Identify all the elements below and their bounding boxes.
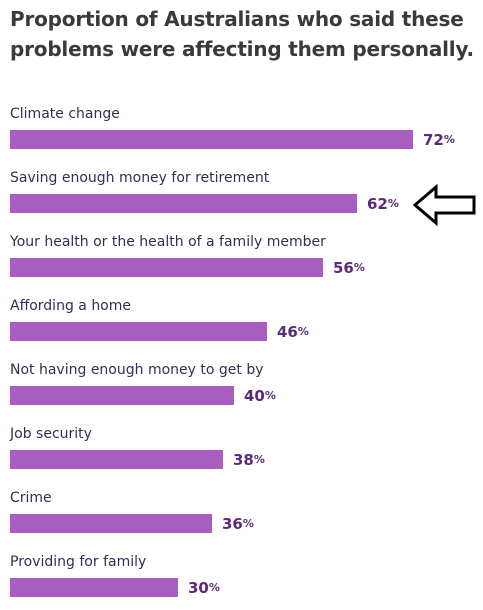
bar-chart: Climate change 72% Saving enough money for… xyxy=(9,106,455,597)
bar-saving-enough-money-for-retirement xyxy=(10,194,357,213)
category-label-crime: Crime xyxy=(10,490,52,506)
category-label-saving-enough-money-for-retirement: Saving enough money for retirement xyxy=(10,170,270,186)
bar-your-health-or-the-health-of-a-family-member xyxy=(10,258,323,277)
bar-providing-for-family xyxy=(10,578,178,597)
value-label-climate-change: 72% xyxy=(423,131,455,149)
value-label-saving-enough-money-for-retirement: 62% xyxy=(367,195,399,213)
value-label-affording-a-home: 46% xyxy=(277,323,309,341)
category-label-providing-for-family: Providing for family xyxy=(10,554,146,570)
chart-title: Proportion of Australians who said these… xyxy=(10,7,474,61)
bar-crime xyxy=(10,514,212,533)
value-label-providing-for-family: 30% xyxy=(188,579,220,597)
category-label-affording-a-home: Affording a home xyxy=(10,298,131,314)
bar-job-security xyxy=(10,450,223,469)
category-label-your-health-or-the-health-of-a-family-member: Your health or the health of a family me… xyxy=(9,234,326,250)
value-label-not-having-enough-money-to-get-by: 40% xyxy=(244,387,276,405)
value-label-crime: 36% xyxy=(222,515,254,533)
bar-climate-change xyxy=(10,130,413,149)
value-label-job-security: 38% xyxy=(233,451,265,469)
left-arrow-icon xyxy=(412,183,476,227)
bar-not-having-enough-money-to-get-by xyxy=(10,386,234,405)
value-label-your-health-or-the-health-of-a-family-member: 56% xyxy=(333,259,365,277)
category-label-climate-change: Climate change xyxy=(10,106,120,122)
bar-affording-a-home xyxy=(10,322,267,341)
category-label-not-having-enough-money-to-get-by: Not having enough money to get by xyxy=(10,362,264,378)
category-label-job-security: Job security xyxy=(9,426,92,442)
